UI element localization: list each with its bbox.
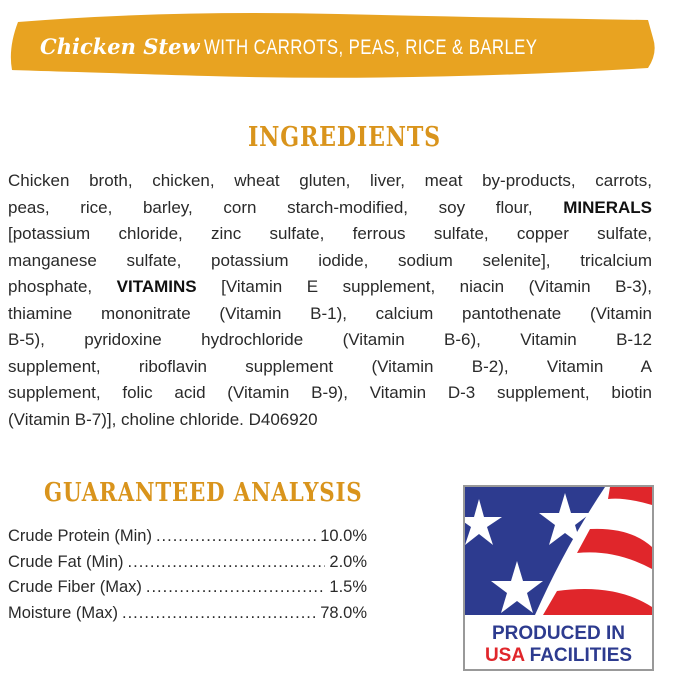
text-segment: supplement, folic acid (Vitamin B-9), Vi… [8, 383, 652, 402]
analysis-row: Moisture (Max)..........................… [8, 601, 367, 627]
ingredients-text: Chicken broth, chicken, wheat gluten, li… [8, 168, 652, 433]
ingredients-line: manganese sulfate, potassium iodide, sod… [8, 248, 652, 275]
ingredients-line: [potassium chloride, zinc sulfate, ferro… [8, 221, 652, 248]
text-segment: Chicken broth, chicken, wheat gluten, li… [8, 171, 652, 190]
analysis-label: Moisture (Max) [8, 603, 119, 622]
leader-dots: ........................................… [155, 527, 317, 545]
produced-in-usa-badge: PRODUCED IN USA FACILITIES [463, 485, 654, 671]
analysis-heading: GUARANTEED ANALYSIS [44, 478, 363, 508]
ingredients-line: peas, rice, barley, corn starch-modified… [8, 195, 652, 222]
analysis-label: Crude Fiber (Max) [8, 578, 142, 596]
badge-line1: PRODUCED IN [491, 623, 625, 644]
brush-stroke [10, 13, 655, 78]
text-segment: manganese sulfate, potassium iodide, sod… [8, 250, 652, 270]
ingredients-line: supplement, folic acid (Vitamin B-9), Vi… [8, 380, 652, 407]
text-segment: peas, rice, barley, corn starch-modified… [8, 197, 564, 217]
text-segment: B-5), pyridoxine hydrochloride (Vitamin … [8, 330, 652, 349]
title-script: Chicken Stew [40, 34, 200, 59]
badge-usa: USA [484, 645, 525, 666]
leader-dots: ........................................… [122, 603, 316, 622]
analysis-row: Crude Protein (Min).....................… [8, 524, 367, 550]
bold-term: MINERALS [563, 197, 652, 217]
text-segment: [potassium chloride, zinc sulfate, ferro… [8, 224, 652, 243]
bold-term: VITAMINS [116, 277, 197, 296]
title-caps: WITH CARROTS, PEAS, RICE & BARLEY [204, 36, 538, 59]
analysis-label: Crude Fat (Min) [8, 552, 124, 571]
text-segment: supplement, riboflavin supplement (Vitam… [8, 356, 652, 376]
leader-dots: ........................................… [145, 578, 326, 596]
ingredients-line: (Vitamin B-7)], choline chloride. D40692… [8, 407, 652, 434]
analysis-label: Crude Protein (Min) [8, 527, 152, 545]
ingredients-line: thiamine mononitrate (Vitamin B-1), calc… [8, 301, 652, 328]
analysis-row: Crude Fat (Min).........................… [8, 550, 367, 576]
text-segment: thiamine mononitrate (Vitamin B-1), calc… [8, 303, 652, 323]
analysis-value: 10.0% [320, 527, 367, 545]
text-segment: (Vitamin B-7)], choline chloride. D40692… [8, 409, 318, 429]
guaranteed-analysis-table: Crude Protein (Min).....................… [8, 524, 367, 626]
leader-dots: ........................................… [127, 552, 326, 571]
ingredients-line: B-5), pyridoxine hydrochloride (Vitamin … [8, 327, 652, 354]
analysis-value: 2.0% [329, 552, 367, 571]
ingredients-line: supplement, riboflavin supplement (Vitam… [8, 354, 652, 381]
badge-facilities: FACILITIES [529, 645, 633, 666]
title-banner: Chicken Stew WITH CARROTS, PEAS, RICE & … [8, 8, 658, 80]
usa-flag-icon [465, 487, 652, 615]
ingredients-heading: INGREDIENTS [248, 122, 441, 153]
analysis-value: 1.5% [329, 578, 367, 596]
analysis-row: Crude Fiber (Max).......................… [8, 575, 367, 601]
analysis-value: 78.0% [320, 603, 367, 622]
text-segment: [Vitamin E supplement, niacin (Vitamin B… [196, 277, 652, 296]
ingredients-line: phosphate, VITAMINS [Vitamin E supplemen… [8, 274, 652, 301]
text-segment: phosphate, [8, 277, 117, 296]
ingredients-line: Chicken broth, chicken, wheat gluten, li… [8, 168, 652, 195]
